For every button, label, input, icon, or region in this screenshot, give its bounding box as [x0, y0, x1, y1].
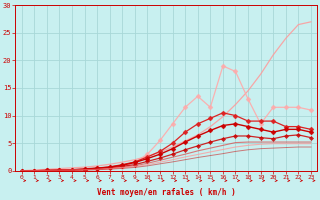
- X-axis label: Vent moyen/en rafales ( km/h ): Vent moyen/en rafales ( km/h ): [97, 188, 236, 197]
